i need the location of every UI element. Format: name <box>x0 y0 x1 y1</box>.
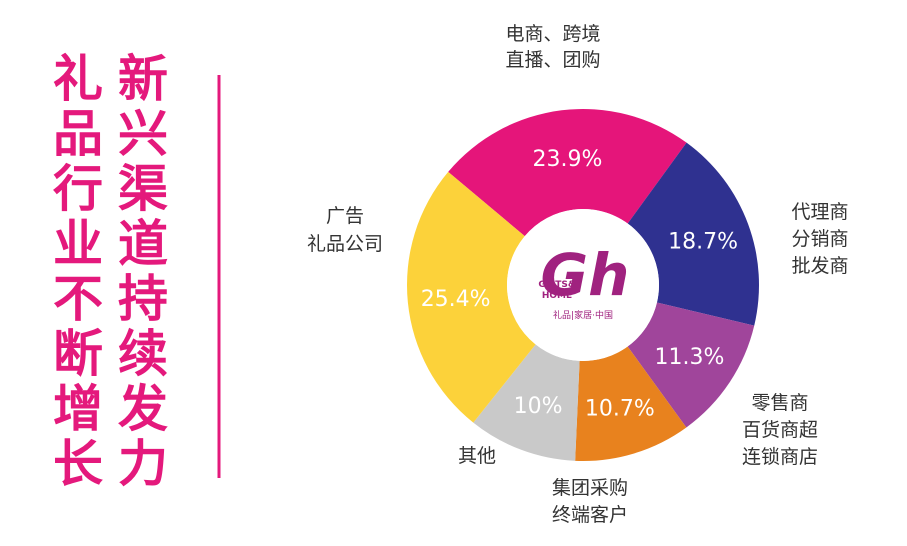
category-label: 其他 <box>458 445 496 467</box>
logo-text: GIFTS& <box>538 280 576 290</box>
category-label: 广告 <box>326 205 364 227</box>
donut-segment <box>575 346 687 461</box>
category-label: 代理商 <box>791 201 848 223</box>
category-label: 电商、跨境 <box>505 23 600 45</box>
category-label: 连锁商店 <box>742 446 818 468</box>
logo-text: HOME <box>542 291 572 301</box>
donut-segment <box>448 109 687 237</box>
category-label: 集团采购 <box>552 477 628 499</box>
category-label: 终端客户 <box>552 504 628 526</box>
category-label: 礼品公司 <box>307 233 383 255</box>
value-label: 10% <box>514 394 563 419</box>
donut-segment <box>627 302 755 428</box>
category-label: 零售商 <box>751 392 808 414</box>
logo-circle <box>507 209 659 361</box>
title-column: 礼品行业不断增长 <box>53 50 103 493</box>
value-label: 11.3% <box>655 345 725 370</box>
category-label: 百货商超 <box>742 419 818 441</box>
value-label: 25.4% <box>421 287 491 312</box>
title-column: 新兴渠道持续发力 <box>118 50 168 493</box>
donut-segment <box>406 171 536 423</box>
value-label: 18.7% <box>668 230 738 255</box>
category-label: 直播、团购 <box>505 49 600 71</box>
logo-caption: 礼品|家居·中国 <box>553 309 613 321</box>
category-label: 批发商 <box>791 255 848 277</box>
value-label: 10.7% <box>585 397 655 422</box>
donut-segment <box>473 344 580 461</box>
logo-mark: Gh <box>541 241 630 309</box>
value-label: 23.9% <box>532 147 602 172</box>
donut-segment <box>627 142 759 326</box>
category-label: 分销商 <box>791 228 848 250</box>
